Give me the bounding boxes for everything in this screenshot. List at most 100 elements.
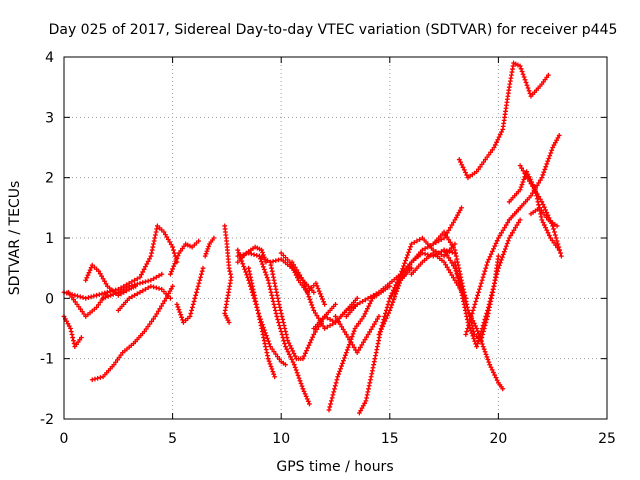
data-point-marker bbox=[478, 280, 484, 286]
data-point-marker bbox=[340, 360, 345, 366]
data-point-marker bbox=[100, 295, 106, 301]
series-arc-25 bbox=[376, 205, 464, 337]
data-point-marker bbox=[519, 182, 525, 187]
data-point-marker bbox=[248, 274, 253, 280]
data-point-marker bbox=[548, 235, 553, 241]
data-point-marker bbox=[157, 306, 163, 312]
data-point-marker bbox=[360, 403, 366, 409]
data-point-marker bbox=[404, 255, 409, 261]
data-point-marker bbox=[459, 205, 464, 211]
data-point-marker bbox=[517, 217, 523, 223]
data-point-marker bbox=[488, 364, 494, 370]
data-point-marker bbox=[316, 288, 322, 294]
data-point-marker bbox=[287, 343, 293, 349]
data-point-marker bbox=[276, 257, 281, 263]
data-point-marker bbox=[141, 329, 147, 334]
data-point-marker bbox=[447, 239, 453, 245]
data-point-marker bbox=[262, 341, 268, 346]
data-point-marker bbox=[293, 367, 299, 373]
series-arc-03 bbox=[65, 289, 110, 319]
data-point-marker bbox=[273, 311, 279, 316]
data-point-marker bbox=[517, 163, 523, 168]
data-point-marker bbox=[292, 353, 298, 359]
data-point-marker bbox=[165, 237, 171, 242]
data-point-marker bbox=[89, 377, 95, 383]
data-point-marker bbox=[144, 261, 150, 267]
data-point-marker bbox=[499, 230, 504, 236]
data-point-marker bbox=[345, 334, 351, 340]
data-point-marker bbox=[365, 332, 371, 337]
data-point-marker bbox=[251, 289, 257, 295]
data-point-marker bbox=[517, 187, 523, 193]
data-point-marker bbox=[167, 239, 173, 245]
data-point-marker bbox=[393, 282, 399, 288]
data-point-marker bbox=[393, 291, 399, 297]
data-point-marker bbox=[519, 69, 525, 74]
data-point-marker bbox=[308, 337, 314, 343]
data-point-marker bbox=[284, 346, 290, 352]
data-point-marker bbox=[357, 300, 363, 306]
data-point-marker bbox=[317, 291, 323, 297]
data-point-marker bbox=[446, 267, 452, 273]
data-point-marker bbox=[314, 283, 320, 289]
data-point-marker bbox=[367, 329, 373, 335]
data-point-marker bbox=[540, 210, 546, 216]
data-point-marker bbox=[364, 334, 369, 340]
data-point-marker bbox=[267, 283, 273, 289]
data-point-marker bbox=[464, 172, 470, 178]
data-point-marker bbox=[457, 207, 463, 213]
data-point-marker bbox=[496, 263, 502, 268]
data-point-marker bbox=[456, 157, 462, 162]
data-point-marker bbox=[506, 235, 512, 241]
data-point-marker bbox=[171, 250, 177, 256]
data-point-marker bbox=[552, 140, 558, 146]
data-point-marker bbox=[422, 251, 428, 257]
data-point-marker bbox=[96, 268, 102, 274]
data-point-marker bbox=[187, 314, 193, 319]
x-tick-label: 25 bbox=[598, 431, 616, 447]
data-point-marker bbox=[116, 355, 122, 360]
data-point-marker bbox=[500, 252, 506, 257]
data-point-marker bbox=[292, 264, 298, 270]
data-point-marker bbox=[275, 317, 281, 322]
data-point-marker bbox=[529, 179, 535, 185]
data-point-marker bbox=[300, 277, 306, 283]
data-point-marker bbox=[368, 326, 374, 332]
data-point-marker bbox=[83, 277, 89, 283]
data-point-marker bbox=[444, 252, 450, 258]
data-point-marker bbox=[167, 288, 173, 294]
data-point-marker bbox=[322, 326, 328, 331]
data-point-marker bbox=[266, 341, 272, 347]
data-point-marker bbox=[497, 132, 503, 137]
data-point-marker bbox=[258, 323, 264, 328]
series-arc-14 bbox=[235, 247, 288, 368]
series-arc-16 bbox=[246, 265, 278, 380]
data-point-marker bbox=[341, 358, 346, 364]
data-point-marker bbox=[469, 330, 475, 336]
data-point-marker bbox=[540, 220, 546, 225]
data-point-marker bbox=[422, 246, 428, 251]
data-point-marker bbox=[285, 338, 291, 343]
series-arc-27 bbox=[409, 250, 469, 301]
data-point-marker bbox=[327, 323, 333, 328]
data-point-marker bbox=[540, 202, 546, 207]
data-point-marker bbox=[464, 314, 470, 319]
data-point-marker bbox=[226, 320, 232, 325]
data-point-marker bbox=[518, 184, 524, 190]
data-point-marker bbox=[296, 277, 301, 283]
data-point-marker bbox=[94, 304, 99, 310]
data-point-marker bbox=[480, 274, 486, 280]
data-point-marker bbox=[324, 324, 330, 330]
data-point-marker bbox=[259, 326, 265, 331]
data-point-marker bbox=[71, 297, 76, 302]
data-point-marker bbox=[387, 308, 393, 313]
data-point-marker bbox=[456, 277, 462, 283]
data-point-marker bbox=[177, 309, 183, 315]
data-point-marker bbox=[155, 308, 161, 314]
data-point-marker bbox=[513, 225, 518, 231]
data-point-marker bbox=[549, 238, 555, 243]
data-point-marker bbox=[543, 207, 548, 213]
data-point-marker bbox=[542, 167, 548, 172]
series-arc-19 bbox=[289, 259, 360, 331]
data-point-marker bbox=[290, 359, 296, 365]
